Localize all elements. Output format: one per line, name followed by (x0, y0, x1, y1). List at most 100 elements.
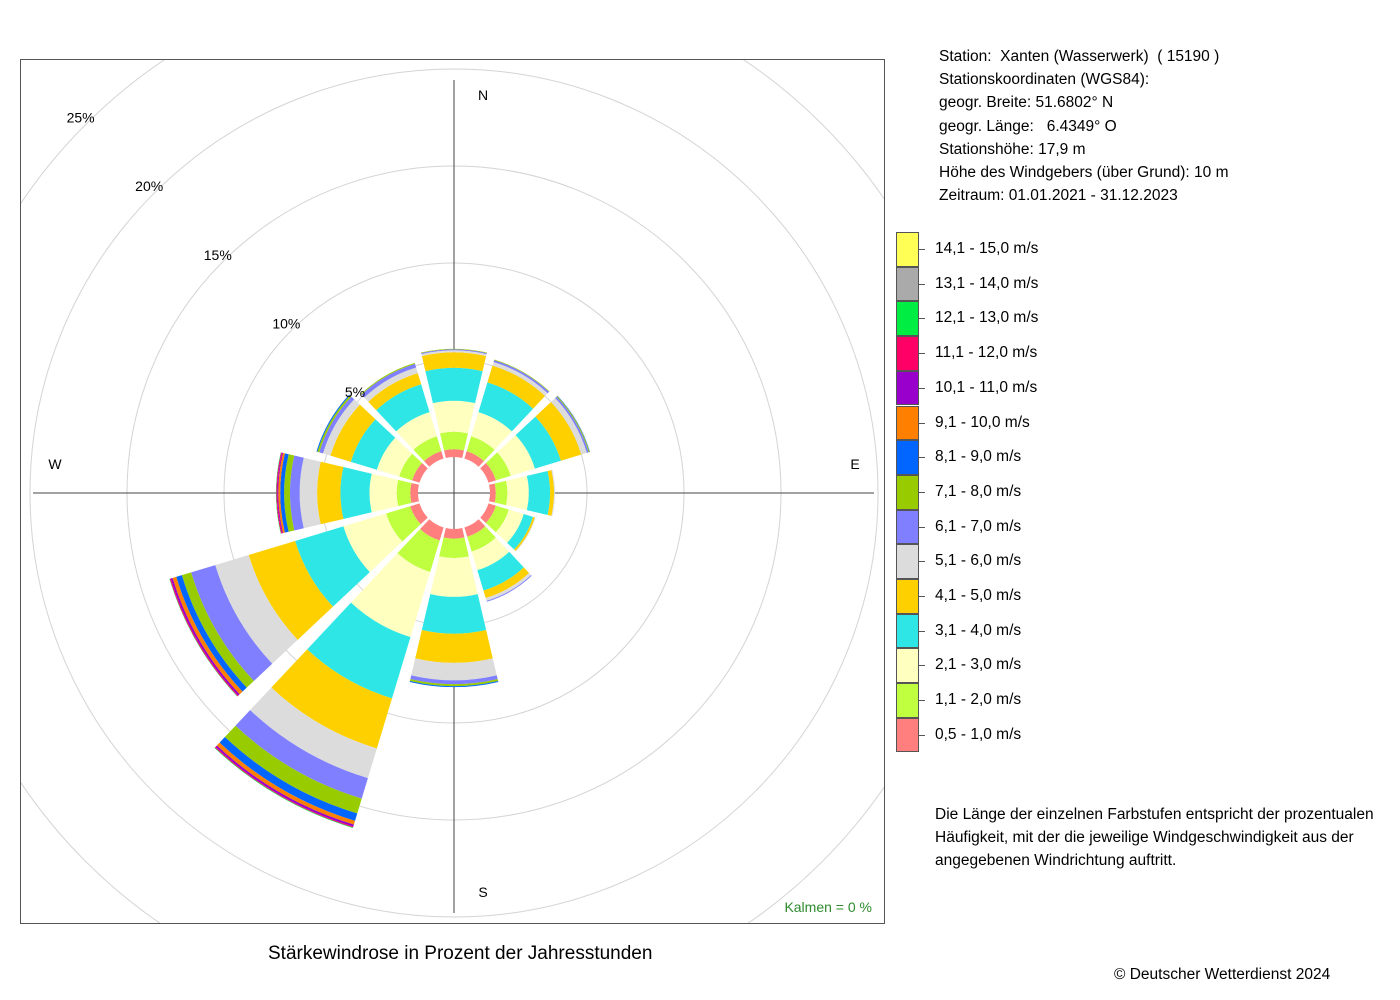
wind-sector-band (514, 516, 535, 551)
wind-sector-band (415, 630, 493, 663)
wind-sector-band (299, 457, 321, 529)
wind-sector-band (555, 396, 589, 453)
wind-sector-band (421, 352, 487, 372)
legend-label: 5,1 - 6,0 m/s (935, 552, 1022, 570)
wind-sector-band (425, 367, 483, 404)
explanation-note: Die Länge der einzelnen Farbstufen entsp… (935, 803, 1374, 873)
wind-sector-band (487, 365, 546, 409)
legend-item: 2,1 - 3,0 m/s (896, 648, 1196, 684)
legend-label: 9,1 - 10,0 m/s (935, 413, 1030, 431)
wind-sector-band (376, 384, 430, 432)
legend-label: 12,1 - 13,0 m/s (935, 309, 1039, 327)
wind-sector-band (277, 452, 283, 534)
wind-sector-band (489, 483, 496, 503)
legend-item: 10,1 - 11,0 m/s (896, 370, 1196, 406)
wind-sector-band (368, 373, 422, 411)
wind-sector-band (369, 473, 399, 513)
wind-sector-band (399, 453, 423, 481)
wind-sector-band (477, 551, 524, 591)
wind-sector-band (439, 537, 469, 559)
legend-swatch (896, 717, 919, 753)
station-longitude: geogr. Länge: 6.4349° O (939, 117, 1117, 135)
legend-label: 14,1 - 15,0 m/s (935, 240, 1039, 257)
wind-sector-band (507, 514, 534, 550)
wind-sector-band (351, 553, 431, 638)
legend-item: 8,1 - 9,0 m/s (896, 440, 1196, 475)
legend-swatch (896, 509, 919, 545)
legend-swatch (896, 301, 919, 337)
wind-sector-band (485, 572, 532, 601)
ring-label: 5% (345, 384, 365, 400)
wind-sector-band (410, 675, 498, 685)
wind-sector-band (421, 594, 487, 634)
wind-sector-band (432, 400, 476, 434)
wind-sector-band (289, 455, 304, 531)
legend-tick (919, 353, 925, 355)
compass-label-n: N (478, 87, 488, 103)
wind-rose-plot: N E S W 5% 10% 15% 20% 25% Kalmen = 0 % (20, 59, 885, 924)
legend-tick (919, 491, 925, 493)
wind-sector-band (495, 509, 524, 543)
note-line: Häufigkeit, mit der die jeweilige Windge… (935, 829, 1354, 847)
wind-sector-band (413, 436, 442, 462)
legend-label: 8,1 - 9,0 m/s (935, 448, 1022, 466)
wind-sector-band (215, 554, 298, 664)
station-info: Station: Xanten (Wasserwerk) ( 15190 ) S… (939, 45, 1228, 207)
time-period: Zeitraum: 01.01.2021 - 31.12.2023 (939, 187, 1178, 205)
legend-tick (919, 249, 925, 250)
wind-sector-band (466, 436, 495, 462)
legend-item: 1,1 - 2,0 m/s (896, 683, 1196, 718)
legend-label: 13,1 - 14,0 m/s (935, 274, 1039, 292)
wind-sector-band (410, 503, 428, 525)
legend-swatch (896, 474, 919, 510)
wind-sector-band (295, 526, 370, 607)
legend-label: 2,1 - 3,0 m/s (935, 656, 1022, 674)
wind-sector-band (494, 480, 508, 506)
legend-swatch (896, 336, 919, 371)
legend-tick (919, 387, 925, 389)
wind-sector-band (424, 451, 444, 467)
legend-label: 7,1 - 8,0 m/s (935, 482, 1022, 500)
legend-item: 12,1 - 13,0 m/s (896, 301, 1196, 337)
legend-swatch (896, 544, 919, 579)
ring-label: 25% (67, 110, 95, 126)
legend-tick (919, 422, 925, 424)
wind-sector-band (535, 401, 582, 461)
wind-sector-band (471, 412, 512, 450)
wind-sector-band (444, 449, 464, 458)
calms-label: Kalmen = 0 % (784, 899, 872, 915)
wind-sector-band (551, 469, 555, 517)
wind-sector-band (550, 397, 587, 455)
legend-item: 4,1 - 5,0 m/s (896, 579, 1196, 614)
wind-sector-band (276, 452, 283, 534)
ring-label: 10% (272, 315, 300, 331)
legend-tick (919, 457, 925, 459)
wind-sector-band (280, 453, 289, 533)
legend-swatch (896, 405, 919, 441)
wind-sector-band (421, 350, 487, 356)
wind-sector-band (443, 528, 465, 539)
wind-sector-band (409, 681, 499, 688)
wind-sector-band (397, 529, 440, 573)
station-elevation: Stationshöhe: 17,9 m (939, 140, 1086, 158)
wind-sector-band (330, 404, 376, 462)
wind-sector-band (181, 572, 254, 688)
wind-sector-band (485, 452, 511, 481)
wind-sector-band (430, 556, 478, 597)
legend-swatch (896, 648, 919, 684)
wind-sector-band (191, 565, 273, 681)
ring-label: 20% (135, 178, 163, 194)
legend-item: 0,5 - 1,0 m/s (896, 717, 1196, 753)
legend-swatch (896, 370, 919, 406)
wind-sector-band (409, 679, 499, 687)
wind-sector-band (172, 576, 243, 695)
legend-item: 7,1 - 8,0 m/s (896, 474, 1196, 510)
copyright: © Deutscher Wetterdienst 2024 (1114, 966, 1331, 983)
legend-label: 4,1 - 5,0 m/s (935, 587, 1022, 604)
wind-sector-band (421, 348, 487, 354)
wind-sector-band (526, 471, 551, 515)
wind-sector-band (250, 687, 377, 779)
ring-label: 15% (204, 247, 232, 263)
legend-item: 6,1 - 7,0 m/s (896, 509, 1196, 545)
wind-sector-band (485, 505, 509, 533)
